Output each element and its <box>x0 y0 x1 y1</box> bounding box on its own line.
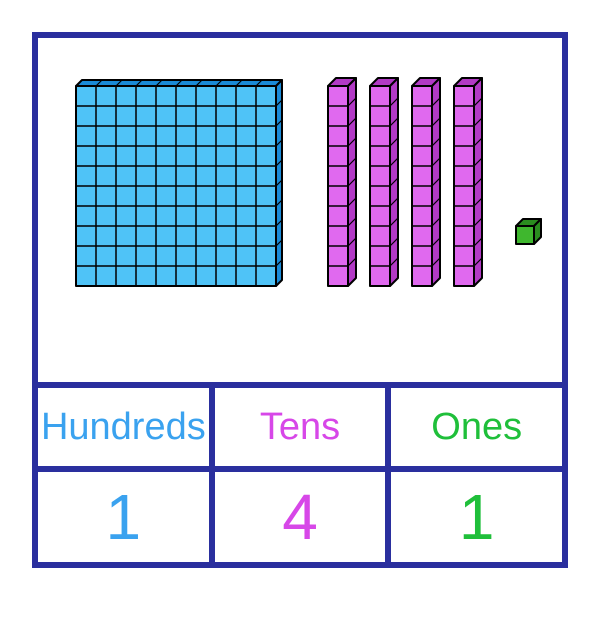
blocks-visual <box>38 38 562 382</box>
hundreds-label-cell: Hundreds <box>38 388 209 466</box>
blocks-svg <box>38 38 562 382</box>
tens-label: Tens <box>260 406 340 449</box>
ones-value: 1 <box>459 480 495 554</box>
hundreds-value-cell: 1 <box>38 472 209 562</box>
values-row: 1 4 1 <box>38 466 562 562</box>
ones-label: Ones <box>431 406 522 449</box>
labels-row: Hundreds Tens Ones <box>38 382 562 466</box>
tens-value-cell: 4 <box>209 472 386 562</box>
hundreds-value: 1 <box>106 480 142 554</box>
ones-value-cell: 1 <box>385 472 562 562</box>
ones-label-cell: Ones <box>385 388 562 466</box>
tens-value: 4 <box>282 480 318 554</box>
place-value-card: Hundreds Tens Ones 1 4 1 <box>32 32 568 568</box>
tens-label-cell: Tens <box>209 388 386 466</box>
hundreds-label: Hundreds <box>41 406 206 449</box>
